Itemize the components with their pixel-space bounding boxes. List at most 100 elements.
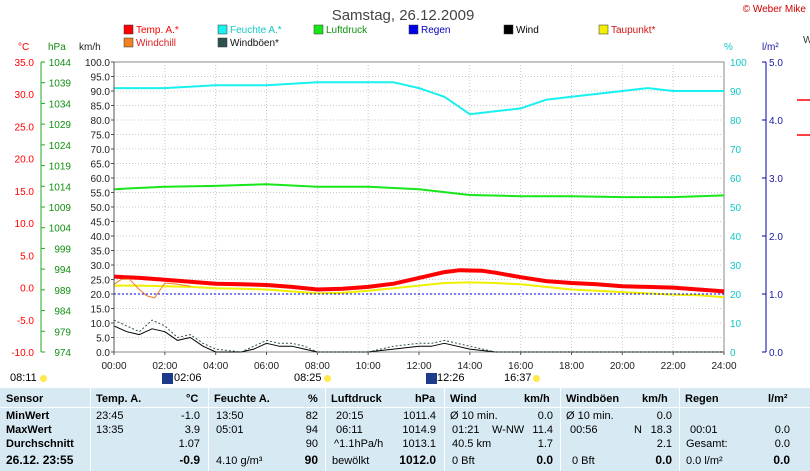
header-sensor: Sensor bbox=[6, 393, 44, 405]
rain-tick-label: 4.0 bbox=[769, 116, 783, 127]
header-temp: Temp. A. bbox=[96, 393, 142, 405]
wind-tick-label: 10.0 bbox=[91, 319, 111, 330]
moonset-icon bbox=[426, 373, 437, 384]
pressure-tick-label: 999 bbox=[54, 244, 71, 255]
moonrise-time: 02:06 bbox=[174, 372, 202, 384]
header-wind: Wind bbox=[450, 393, 477, 405]
temp-tick-label: 30.0 bbox=[15, 90, 35, 101]
wind-tick-label: 25.0 bbox=[91, 276, 111, 287]
humidity-tick-label: 30 bbox=[730, 261, 742, 272]
min-gust-value: 0.0 bbox=[656, 410, 672, 422]
min-temp-value: -1.0 bbox=[181, 410, 200, 422]
now-temp-value: -0.9 bbox=[179, 453, 200, 467]
pressure-tick-label: 1039 bbox=[49, 79, 72, 90]
x-tick-label: 22:00 bbox=[661, 361, 686, 372]
moonrise-icon bbox=[162, 373, 173, 384]
x-tick-label: 02:00 bbox=[152, 361, 177, 372]
legend-label: Windchill bbox=[136, 38, 176, 49]
rain-tick-label: 2.0 bbox=[769, 232, 783, 243]
avg-hum-value: 90 bbox=[305, 438, 318, 450]
temp-tick-label: 0.0 bbox=[20, 284, 34, 295]
avg-wind-distance: 40.5 km bbox=[452, 438, 492, 450]
now-weather-state: bewölkt bbox=[332, 455, 370, 467]
legend-swatch bbox=[123, 37, 134, 48]
legend-swatch bbox=[408, 24, 419, 35]
pressure-tick-label: 994 bbox=[54, 265, 71, 276]
legend-label: Windböen* bbox=[230, 38, 279, 49]
x-tick-label: 00:00 bbox=[101, 361, 126, 372]
header-pressure: Luftdruck bbox=[331, 393, 382, 405]
wind-tick-label: 50.0 bbox=[91, 203, 111, 214]
header-rain: Regen bbox=[685, 393, 719, 405]
min-wind-value: 0.0 bbox=[537, 410, 553, 422]
pressure-tick-label: 979 bbox=[54, 327, 71, 338]
min-hum-value: 82 bbox=[305, 410, 318, 422]
legend-label: Feuchte A.* bbox=[230, 25, 282, 36]
temp-tick-label: 10.0 bbox=[15, 219, 35, 230]
max-gust-value: 18.3 bbox=[650, 424, 672, 436]
avg-press-value: 1013.1 bbox=[402, 438, 436, 450]
temp-tick-label: 25.0 bbox=[15, 122, 35, 133]
humidity-tick-label: 100 bbox=[730, 58, 747, 69]
x-tick-label: 04:00 bbox=[203, 361, 228, 372]
max-hum-value: 94 bbox=[305, 424, 318, 436]
x-tick-label: 06:00 bbox=[254, 361, 279, 372]
temp-axis-unit: °C bbox=[18, 42, 29, 53]
x-tick-label: 08:00 bbox=[305, 361, 330, 372]
sunset-icon bbox=[533, 375, 540, 382]
humidity-tick-label: 50 bbox=[730, 203, 742, 214]
pressure-tick-label: 1024 bbox=[49, 141, 72, 152]
pressure-tick-label: 1034 bbox=[49, 99, 72, 110]
wind-tick-label: 85.0 bbox=[91, 102, 111, 113]
series-pressure bbox=[113, 183, 725, 199]
series-wind bbox=[113, 325, 724, 353]
max-press-time: 06:11 bbox=[336, 424, 363, 436]
rain-tick-label: 0.0 bbox=[769, 348, 783, 359]
temp-tick-label: 20.0 bbox=[15, 155, 35, 166]
humidity-tick-label: 70 bbox=[730, 145, 742, 156]
legend-label: Taupunkt* bbox=[611, 25, 656, 36]
wind-tick-label: 55.0 bbox=[91, 189, 111, 200]
wind-tick-label: 30.0 bbox=[91, 261, 111, 272]
rain-tick-label: 3.0 bbox=[769, 174, 783, 185]
now-press-value: 1012.0 bbox=[399, 453, 436, 467]
sunset-time: 16:37 bbox=[504, 372, 532, 384]
temp-tick-label: 35.0 bbox=[15, 58, 35, 69]
series-dewpoint bbox=[114, 281, 725, 299]
wind-tick-label: 65.0 bbox=[91, 160, 111, 171]
header-wind-unit: km/h bbox=[524, 393, 550, 405]
noon-icon bbox=[324, 375, 331, 382]
avg-rain-label: Gesamt: bbox=[686, 438, 728, 450]
now-hum-value: 90 bbox=[304, 453, 318, 467]
legend-label: Wind bbox=[516, 25, 539, 36]
row-min-label: MinWert bbox=[6, 410, 50, 422]
legend-swatch bbox=[217, 37, 228, 48]
rain-axis-unit: l/m² bbox=[762, 42, 779, 53]
min-press-value: 1011.4 bbox=[403, 410, 436, 422]
wind-tick-label: 40.0 bbox=[91, 232, 111, 243]
temp-tick-label: 5.0 bbox=[20, 251, 34, 262]
weather-chart: Samstag, 26.12.2009 © Weber Mike W Temp.… bbox=[11, 4, 810, 372]
row-now-label: 26.12. 23:55 bbox=[6, 453, 74, 467]
max-rain-time: 00:01 bbox=[690, 424, 718, 436]
x-tick-label: 18:00 bbox=[559, 361, 584, 372]
min-gust-time: Ø 10 min. bbox=[566, 410, 614, 422]
max-hum-time: 05:01 bbox=[216, 424, 244, 436]
min-wind-time: Ø 10 min. bbox=[450, 410, 498, 422]
pressure-tick-label: 1004 bbox=[49, 224, 72, 235]
temp-tick-label: -10.0 bbox=[11, 348, 34, 359]
header-pressure-unit: hPa bbox=[415, 393, 436, 405]
now-wind-value: 0.0 bbox=[536, 453, 553, 467]
header-humidity: Feuchte A. bbox=[214, 393, 270, 405]
legend-label: Temp. A.* bbox=[136, 25, 179, 36]
now-wind-bft: 0 Bft bbox=[452, 455, 475, 467]
max-temp-time: 13:35 bbox=[96, 424, 124, 436]
max-wind-direction: W-NW bbox=[492, 424, 525, 436]
moonset-time: 12:26 bbox=[437, 372, 465, 384]
wind-tick-label: 5.0 bbox=[96, 334, 110, 345]
wind-tick-label: 80.0 bbox=[91, 116, 111, 127]
legend-swatch bbox=[598, 24, 609, 35]
pressure-axis-unit: hPa bbox=[48, 42, 66, 53]
legend-label: Luftdruck bbox=[326, 25, 368, 36]
humidity-tick-label: 40 bbox=[730, 232, 742, 243]
